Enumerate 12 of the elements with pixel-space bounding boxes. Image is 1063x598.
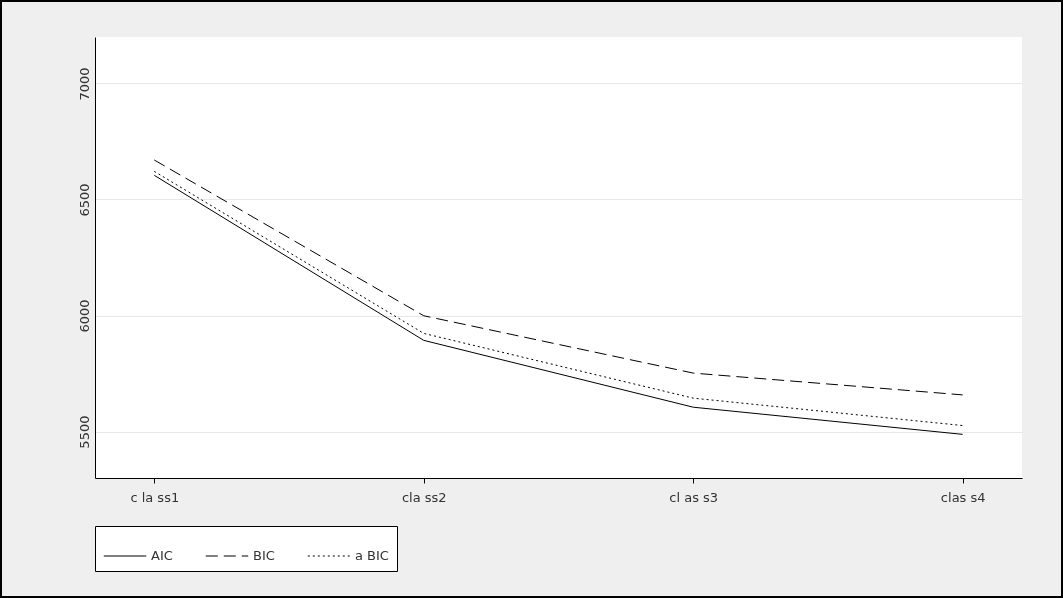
- x-tick-label: clas s4: [940, 489, 986, 505]
- x-tick-label: cl as s3: [669, 489, 719, 505]
- y-tick-label: 6000: [76, 299, 92, 333]
- legend-label: a BIC: [355, 548, 389, 563]
- legend-label: BIC: [253, 548, 275, 563]
- x-tick-label: c la ss1: [130, 489, 180, 505]
- y-tick-label: 5500: [76, 415, 92, 449]
- x-tick-label: cla ss2: [401, 489, 447, 505]
- y-tick-label: 7000: [76, 67, 92, 101]
- legend-label: AIC: [151, 548, 173, 563]
- y-tick-label: 6500: [76, 183, 92, 217]
- line-series: [153, 159, 964, 396]
